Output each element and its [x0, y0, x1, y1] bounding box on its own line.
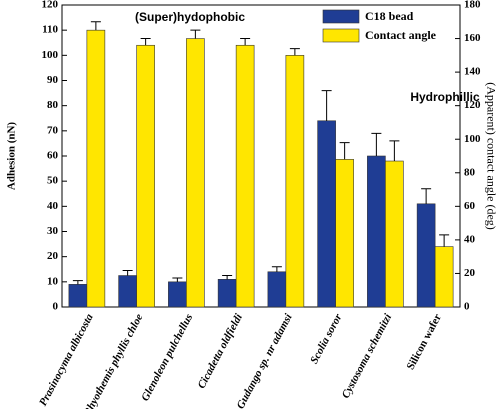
y2-tick-label: 40	[464, 233, 476, 245]
y2-tick-label: 0	[464, 301, 470, 313]
y-tick-label: 120	[42, 0, 59, 11]
error-bar	[371, 132, 382, 156]
x-tick-label: Gudango sp. nr adamsi	[235, 311, 296, 409]
error-bar	[389, 140, 400, 162]
bar	[367, 155, 386, 308]
error-bar	[321, 90, 332, 121]
y2-tick-label: 120	[464, 99, 481, 111]
legend-swatch	[322, 28, 360, 43]
y2-tick-label: 180	[464, 0, 481, 11]
bar	[217, 279, 237, 308]
x-tick-label: Prasinocyma albicosta	[37, 312, 96, 408]
bar	[168, 281, 187, 308]
error-bar	[222, 275, 233, 280]
bar	[118, 275, 137, 308]
error-bar	[439, 234, 450, 247]
error-bar	[172, 277, 183, 282]
bar	[136, 44, 155, 308]
y2-axis-label: (Apparent) contact angle (deg)	[484, 82, 498, 230]
bar	[434, 246, 454, 308]
bar	[285, 55, 305, 308]
y-tick-label: 10	[47, 275, 59, 287]
bar	[317, 120, 336, 308]
y-tick-label: 60	[47, 150, 59, 162]
bar	[267, 271, 287, 308]
error-bar	[271, 266, 282, 272]
error-bar	[190, 29, 201, 39]
x-tick-label: Glenoleon pulchellus	[139, 312, 195, 403]
annotation: Hydrophillic	[410, 90, 480, 104]
y-tick-label: 100	[42, 49, 59, 61]
bar	[416, 203, 436, 308]
y-tick-label: 80	[47, 99, 59, 111]
y2-tick-label: 80	[464, 166, 476, 178]
y-tick-label: 70	[47, 124, 59, 136]
error-bar	[240, 38, 251, 46]
y2-tick-label: 160	[464, 32, 481, 44]
y-tick-label: 20	[47, 250, 59, 262]
y-tick-label: 30	[47, 225, 59, 237]
y-axis-label: Adhesion (nN)	[6, 122, 18, 190]
error-bar	[122, 270, 133, 276]
x-tick-label: Cicadetta oldfieldi	[196, 311, 246, 391]
y-tick-label: 90	[47, 74, 59, 86]
legend-swatch	[322, 9, 360, 24]
y-tick-label: 40	[47, 200, 59, 212]
bar	[86, 29, 106, 308]
y2-tick-label: 20	[464, 267, 476, 279]
y-tick-label: 50	[47, 175, 59, 187]
bar	[235, 44, 255, 308]
error-bar	[140, 38, 151, 46]
error-bar	[72, 280, 83, 285]
y-tick-label: 110	[42, 24, 58, 36]
bar	[186, 38, 205, 308]
annotation: (Super)hydophobic	[135, 10, 245, 24]
y2-tick-label: 60	[464, 200, 476, 212]
y2-tick-label: 100	[464, 133, 481, 145]
error-bar	[289, 48, 300, 56]
bar	[68, 284, 88, 308]
x-tick-label: Cystosoma schemitzi	[340, 311, 395, 400]
error-bar	[339, 142, 350, 160]
error-bar	[90, 21, 101, 31]
bar	[385, 160, 404, 308]
x-tick-label: Silicon wafer	[405, 312, 444, 372]
x-tick-label: Scolia soror	[308, 311, 345, 366]
error-bar	[421, 188, 432, 204]
legend-label: C18 bead	[365, 9, 414, 23]
y-tick-label: 0	[53, 301, 59, 313]
y2-tick-label: 140	[464, 66, 481, 78]
legend-label: Contact angle	[365, 28, 437, 42]
bar	[335, 159, 354, 308]
